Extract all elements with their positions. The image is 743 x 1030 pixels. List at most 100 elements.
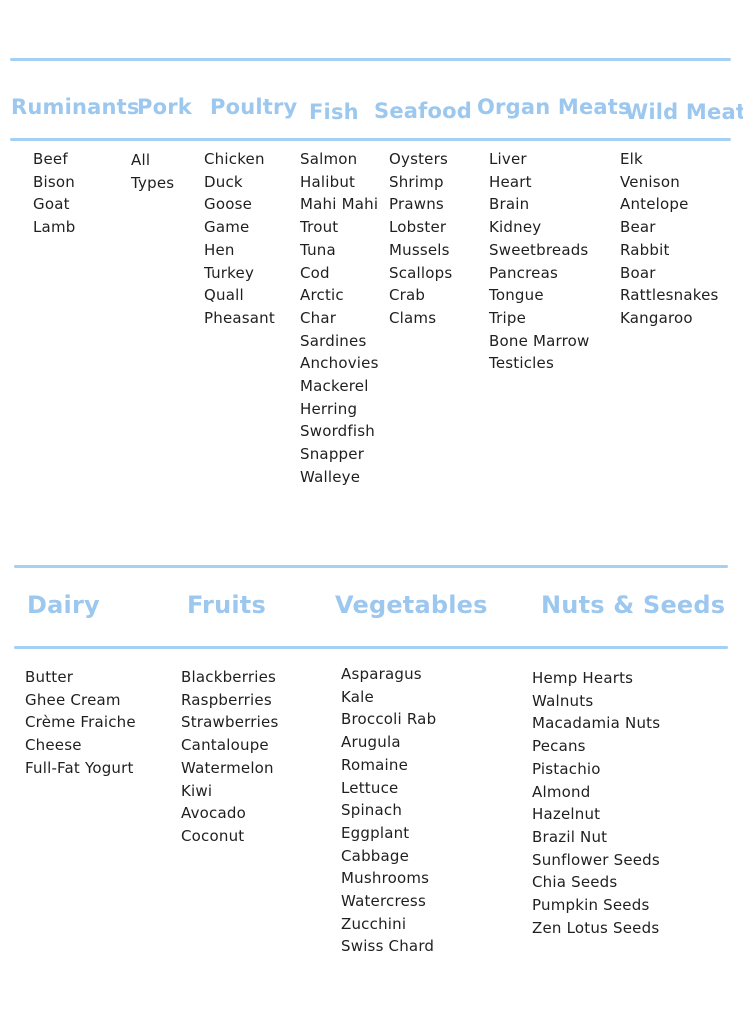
list-item: Eggplant — [341, 823, 410, 842]
list-item: Spinach — [341, 801, 403, 820]
list-item: Arugula — [341, 733, 401, 752]
list-item: Arctic — [300, 286, 344, 305]
header-fish: Fish — [309, 100, 359, 124]
list-item: Cantaloupe — [181, 736, 269, 755]
list-item: Zen Lotus Seeds — [532, 918, 660, 937]
list-item: Beef — [33, 150, 68, 168]
header-seafood: Seafood — [374, 99, 472, 123]
list-item: Herring — [300, 399, 358, 418]
list-item: Pancreas — [489, 263, 558, 282]
list-item: Cod — [300, 263, 330, 282]
list-item: Game — [204, 218, 250, 237]
list-item: Brain — [489, 195, 530, 214]
list-item: Sweetbreads — [489, 240, 589, 259]
list-item: Snapper — [300, 445, 365, 464]
list-item: Clams — [389, 308, 437, 327]
list-item: Tongue — [489, 286, 544, 305]
list-item: Mushrooms — [341, 869, 430, 888]
list-item: Sunflower Seeds — [532, 850, 660, 869]
header-fruits: Fruits — [187, 591, 266, 619]
list-item: Hemp Hearts — [532, 669, 634, 687]
header-ruminants: Ruminants — [11, 95, 140, 119]
divider-top — [10, 58, 731, 61]
list-item: Lettuce — [341, 778, 399, 797]
list-item: All — [131, 151, 151, 169]
column-list-seafood: Oysters Shrimp Prawns Lobster Mussels Scallop… — [389, 148, 452, 330]
list-item: Pistachio — [532, 759, 601, 778]
list-item: Romaine — [341, 755, 409, 774]
header-wild-meat: Wild Meat — [625, 100, 743, 124]
list-item: Turkey — [204, 263, 255, 282]
column-list-organ-meats: Liver Heart Brain Kidney Sweetbreads Pancreas… — [489, 148, 590, 375]
list-item: Almond — [532, 782, 591, 801]
list-item: Hazelnut — [532, 805, 601, 824]
column-list-nuts-seeds: Hemp Hearts Walnuts Macadamia Nuts Pecans Pi… — [532, 667, 660, 939]
list-item: Kiwi — [181, 781, 213, 800]
list-item: Sardines — [300, 331, 367, 350]
list-item: Watermelon — [181, 758, 274, 777]
list-item: Tripe — [489, 308, 527, 327]
list-item: Zucchini — [341, 914, 407, 933]
list-item: Full-Fat Yogurt — [25, 758, 134, 777]
divider-produce-top — [14, 565, 728, 568]
list-item: Lobster — [389, 218, 447, 237]
list-item: Elk — [620, 150, 643, 168]
column-list-dairy: Butter Ghee Cream Crème Fraiche Cheese Full-… — [25, 666, 136, 780]
list-item: Rattlesnakes — [620, 286, 719, 305]
column-list-ruminants: Beef Bison Goat Lamb — [33, 148, 75, 239]
list-item: Halibut — [300, 172, 356, 191]
list-item: Mackerel — [300, 377, 369, 396]
list-item: Hen — [204, 240, 235, 259]
list-item: Strawberries — [181, 713, 279, 732]
list-item: Testicles — [489, 354, 554, 373]
list-item: Bison — [33, 172, 75, 191]
list-item: Kidney — [489, 218, 542, 237]
list-item: Bone Marrow — [489, 331, 590, 350]
header-pork: Pork — [137, 95, 192, 119]
list-item: Salmon — [300, 150, 358, 168]
header-nuts-seeds: Nuts & Seeds — [541, 591, 726, 619]
column-list-fish: Salmon Halibut Mahi Mahi Trout Tuna Cod Arctic… — [300, 148, 379, 489]
list-item: Venison — [620, 172, 680, 191]
list-item: Watercress — [341, 892, 426, 911]
list-item: Pheasant — [204, 308, 275, 327]
column-list-wild-meat: Elk Venison Antelope Bear Rabbit Boar Rattlesn… — [620, 148, 719, 330]
list-item: Kangaroo — [620, 308, 693, 327]
list-item: Swiss Chard — [341, 937, 435, 956]
list-item: Liver — [489, 150, 527, 168]
list-item: Antelope — [620, 195, 689, 214]
list-item: Butter — [25, 668, 74, 686]
list-item: Cheese — [25, 736, 82, 755]
header-vegetables: Vegetables — [335, 591, 488, 619]
header-poultry: Poultry — [210, 95, 298, 119]
list-item: Anchovies — [300, 354, 379, 373]
list-item: Rabbit — [620, 240, 670, 259]
list-item: Boar — [620, 263, 656, 282]
list-item: Chia Seeds — [532, 873, 618, 892]
list-item: Goose — [204, 195, 253, 214]
list-item: Broccoli Rab — [341, 710, 437, 729]
list-item: Coconut — [181, 826, 245, 845]
list-item: Walleye — [300, 467, 361, 486]
list-item: Macadamia Nuts — [532, 714, 661, 733]
list-item: Raspberries — [181, 690, 272, 709]
list-item: Lamb — [33, 218, 76, 237]
list-item: Avocado — [181, 804, 246, 823]
list-item: Chicken — [204, 150, 265, 168]
divider-meats-header — [10, 138, 731, 141]
column-list-poultry: Chicken Duck Goose Game Hen Turkey Quall Pheasa… — [204, 148, 275, 330]
list-item: Oysters — [389, 150, 448, 168]
list-item: Shrimp — [389, 172, 444, 191]
list-item: Mussels — [389, 240, 450, 259]
list-item: Cabbage — [341, 846, 410, 865]
list-item: Pecans — [532, 737, 586, 756]
list-item: Kale — [341, 687, 374, 706]
column-list-pork: All Types — [131, 149, 174, 194]
list-item: Scallops — [389, 263, 453, 282]
divider-produce-header — [14, 646, 728, 649]
column-list-fruits: Blackberries Raspberries Strawberries Canta… — [181, 666, 278, 848]
list-item: Prawns — [389, 195, 444, 214]
list-item: Crab — [389, 286, 426, 305]
list-item: Crème Fraiche — [25, 713, 136, 732]
